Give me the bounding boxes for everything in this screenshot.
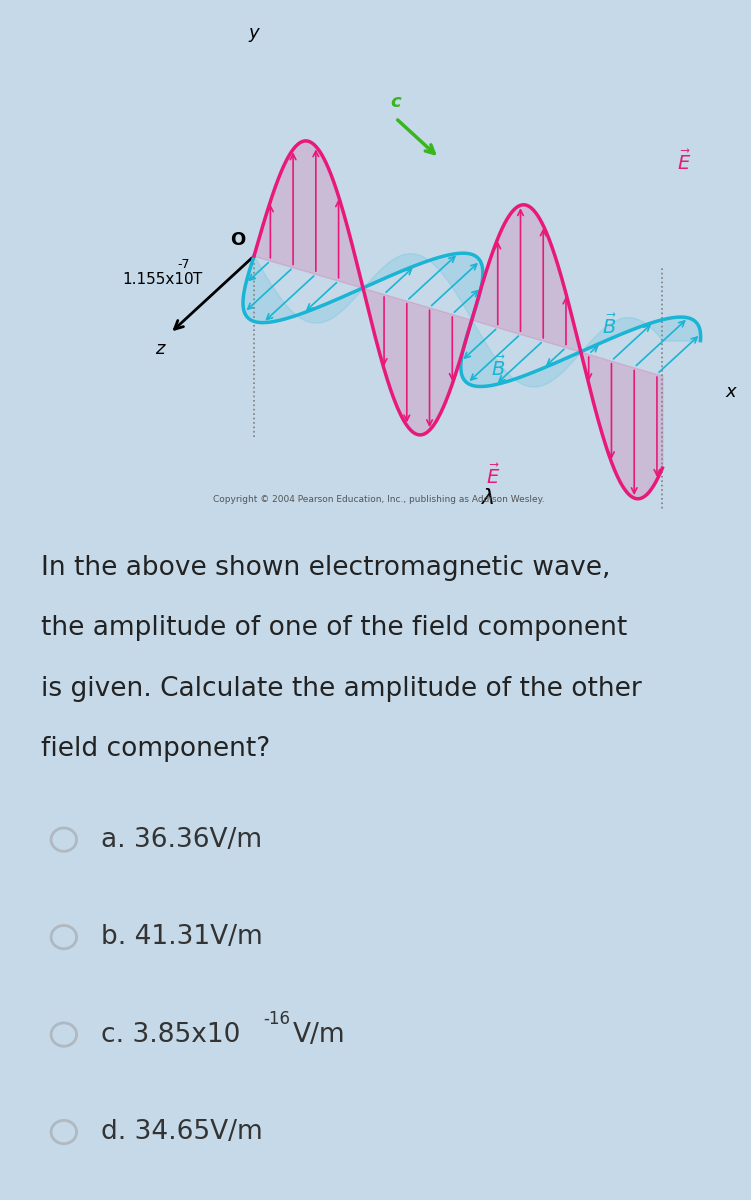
Text: z: z [155, 341, 164, 359]
Text: O: O [231, 230, 246, 248]
Text: y: y [249, 24, 259, 42]
Text: d. 34.65V/m: d. 34.65V/m [101, 1120, 263, 1145]
Text: V/m: V/m [293, 1021, 345, 1048]
Text: $\vec{B}$: $\vec{B}$ [602, 314, 617, 338]
Text: $\vec{E}$: $\vec{E}$ [677, 150, 692, 174]
Text: 1.155x10: 1.155x10 [122, 271, 194, 287]
Text: field component?: field component? [41, 736, 270, 762]
Text: $\vec{B}$: $\vec{B}$ [490, 356, 505, 380]
Text: b. 41.31V/m: b. 41.31V/m [101, 924, 263, 950]
Text: the amplitude of one of the field component: the amplitude of one of the field compon… [41, 616, 628, 641]
Text: a. 36.36V/m: a. 36.36V/m [101, 827, 263, 853]
Text: -7: -7 [177, 258, 190, 271]
Text: $\lambda$: $\lambda$ [481, 488, 495, 508]
Text: c: c [391, 92, 401, 110]
Text: T: T [189, 271, 203, 287]
Text: $\vec{E}$: $\vec{E}$ [487, 464, 501, 488]
Text: Copyright © 2004 Pearson Education, Inc., publishing as Addison Wesley.: Copyright © 2004 Pearson Education, Inc.… [213, 494, 545, 504]
Text: is given. Calculate the amplitude of the other: is given. Calculate the amplitude of the… [41, 676, 642, 702]
Text: x: x [725, 383, 736, 401]
Text: In the above shown electromagnetic wave,: In the above shown electromagnetic wave, [41, 554, 611, 581]
Text: c. 3.85x10: c. 3.85x10 [101, 1021, 241, 1048]
Text: -16: -16 [263, 1010, 290, 1028]
